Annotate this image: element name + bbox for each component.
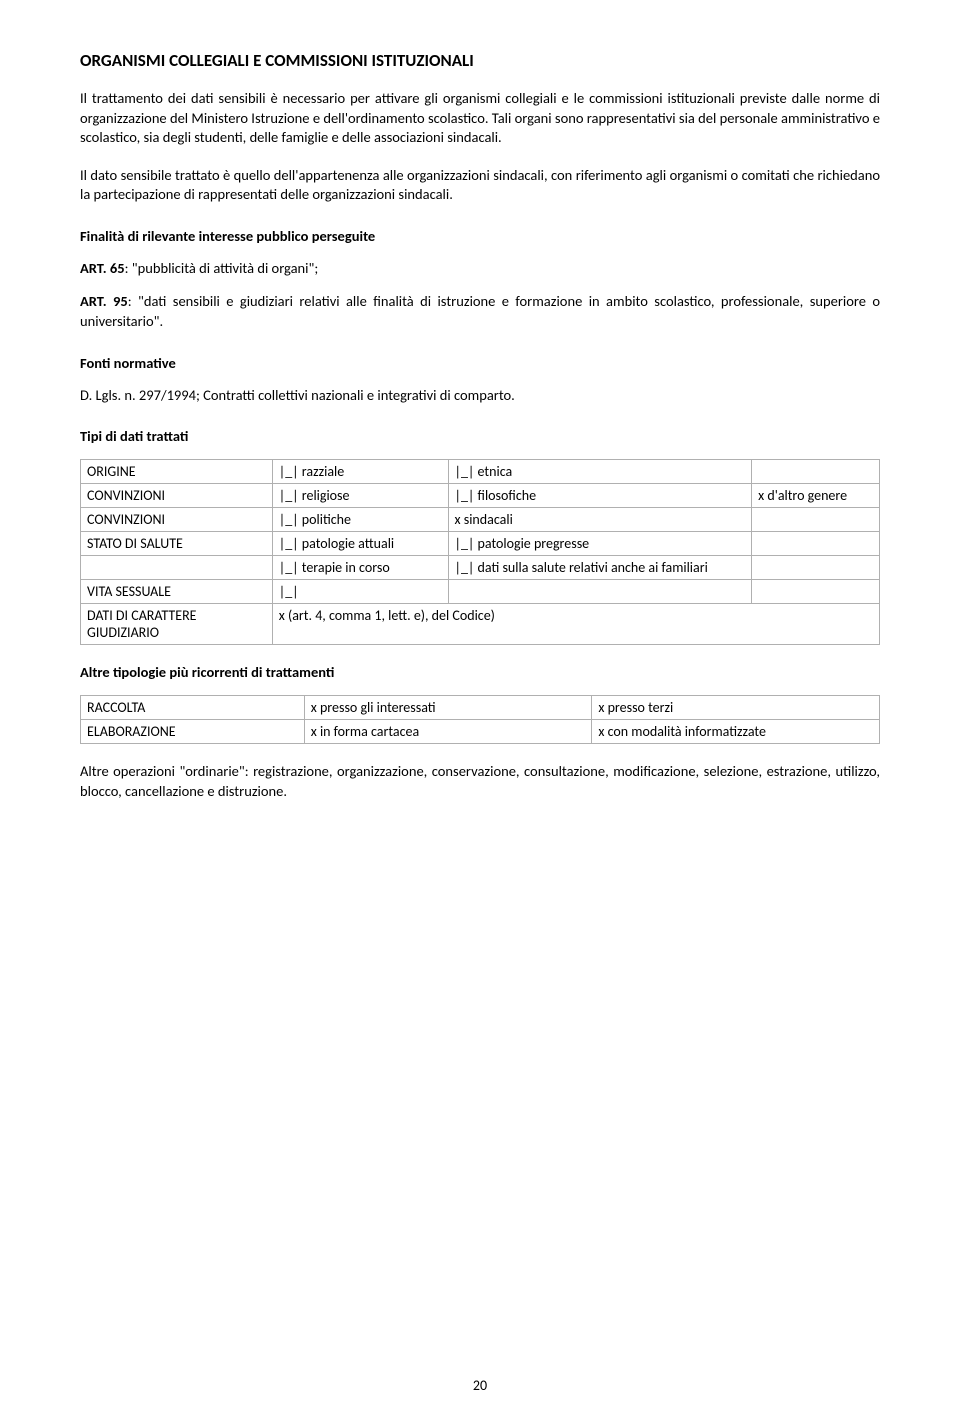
- cell: x d'altro genere: [752, 484, 880, 508]
- cell: STATO DI SALUTE: [81, 532, 273, 556]
- intro-paragraph-2: Il dato sensibile trattato è quello dell…: [80, 166, 880, 205]
- cell: |_| religiose: [272, 484, 448, 508]
- closing-paragraph: Altre operazioni "ordinarie": registrazi…: [80, 762, 880, 801]
- table-row: STATO DI SALUTE |_| patologie attuali |_…: [81, 532, 880, 556]
- cell: |_| terapie in corso: [272, 556, 448, 580]
- cell: x presso terzi: [592, 696, 880, 720]
- cell: |_| etnica: [448, 460, 752, 484]
- heading-tipi-dati: Tipi di dati trattati: [80, 427, 880, 445]
- cell: RACCOLTA: [81, 696, 305, 720]
- cell: |_| filosofiche: [448, 484, 752, 508]
- intro-paragraph-1: Il trattamento dei dati sensibili è nece…: [80, 89, 880, 148]
- art-95-line: ART. 95: "dati sensibili e giudiziari re…: [80, 292, 880, 331]
- cell: ORIGINE: [81, 460, 273, 484]
- table-row: RACCOLTA x presso gli interessati x pres…: [81, 696, 880, 720]
- table-row: |_| terapie in corso |_| dati sulla salu…: [81, 556, 880, 580]
- altre-tipologie-table: RACCOLTA x presso gli interessati x pres…: [80, 695, 880, 744]
- cell: x (art. 4, comma 1, lett. e), del Codice…: [272, 604, 879, 645]
- fonti-text: D. Lgls. n. 297/1994; Contratti colletti…: [80, 386, 880, 406]
- cell: [752, 460, 880, 484]
- cell: [81, 556, 273, 580]
- cell: ELABORAZIONE: [81, 720, 305, 744]
- table-row: ORIGINE |_| razziale |_| etnica: [81, 460, 880, 484]
- table-row: CONVINZIONI |_| religiose |_| filosofich…: [81, 484, 880, 508]
- cell: x sindacali: [448, 508, 752, 532]
- page-title: ORGANISMI COLLEGIALI E COMMISSIONI ISTIT…: [80, 50, 880, 71]
- table-row: CONVINZIONI |_| politiche x sindacali: [81, 508, 880, 532]
- cell: CONVINZIONI: [81, 484, 273, 508]
- cell: |_| dati sulla salute relativi anche ai …: [448, 556, 752, 580]
- cell: |_|: [272, 580, 448, 604]
- art-65-line: ART. 65: "pubblicità di attività di orga…: [80, 259, 880, 279]
- cell: x con modalità informatizzate: [592, 720, 880, 744]
- art-65-label: ART. 65: [80, 259, 125, 277]
- table-row: DATI DI CARATTERE GIUDIZIARIO x (art. 4,…: [81, 604, 880, 645]
- table-row: VITA SESSUALE |_|: [81, 580, 880, 604]
- cell: x in forma cartacea: [304, 720, 592, 744]
- cell: |_| patologie pregresse: [448, 532, 752, 556]
- cell: [752, 532, 880, 556]
- heading-finalita: Finalità di rilevante interesse pubblico…: [80, 227, 880, 245]
- cell: DATI DI CARATTERE GIUDIZIARIO: [81, 604, 273, 645]
- art-95-label: ART. 95: [80, 292, 128, 310]
- cell: |_| patologie attuali: [272, 532, 448, 556]
- cell: |_| razziale: [272, 460, 448, 484]
- page-number: 20: [0, 1377, 960, 1394]
- cell: x presso gli interessati: [304, 696, 592, 720]
- heading-fonti: Fonti normative: [80, 354, 880, 372]
- cell: |_| politiche: [272, 508, 448, 532]
- cell: [448, 580, 752, 604]
- cell: CONVINZIONI: [81, 508, 273, 532]
- art-95-text: : "dati sensibili e giudiziari relativi …: [80, 292, 880, 330]
- table-row: ELABORAZIONE x in forma cartacea x con m…: [81, 720, 880, 744]
- art-65-text: : "pubblicità di attività di organi";: [125, 259, 319, 277]
- cell: [752, 508, 880, 532]
- tipi-dati-table: ORIGINE |_| razziale |_| etnica CONVINZI…: [80, 459, 880, 645]
- heading-altre-tipologie: Altre tipologie più ricorrenti di tratta…: [80, 663, 880, 681]
- cell: [752, 556, 880, 580]
- cell: VITA SESSUALE: [81, 580, 273, 604]
- cell: [752, 580, 880, 604]
